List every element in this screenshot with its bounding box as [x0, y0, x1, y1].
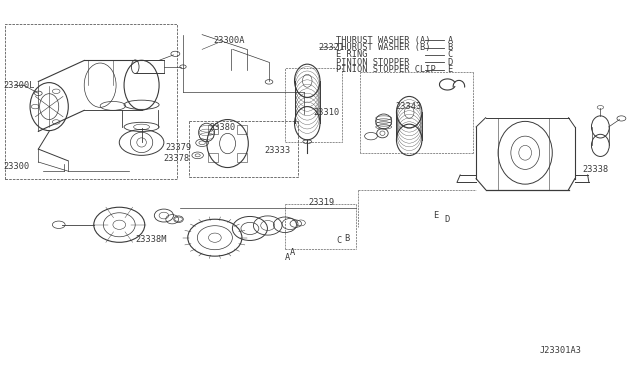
Text: 23319: 23319 — [308, 198, 335, 207]
Bar — [208, 125, 218, 134]
Bar — [208, 154, 218, 162]
Bar — [237, 125, 247, 134]
Text: 23300: 23300 — [3, 162, 29, 171]
Text: J23301A3: J23301A3 — [540, 346, 582, 355]
Bar — [4, 23, 177, 179]
Text: D: D — [447, 58, 452, 67]
Text: 23338: 23338 — [582, 165, 609, 174]
Text: D: D — [444, 215, 449, 224]
Text: 23310: 23310 — [314, 108, 340, 117]
Text: THURUST WASHER (B): THURUST WASHER (B) — [336, 43, 431, 52]
Text: THURUST WASHER (A): THURUST WASHER (A) — [336, 36, 431, 45]
Text: C: C — [336, 236, 341, 245]
Text: B: B — [447, 43, 452, 52]
Text: PINION STOPPER CLIP: PINION STOPPER CLIP — [336, 65, 436, 74]
Text: 23380: 23380 — [210, 123, 236, 132]
Text: 23338M: 23338M — [135, 235, 166, 244]
Text: 23379: 23379 — [165, 143, 191, 152]
Text: 23321: 23321 — [319, 43, 345, 52]
Text: A: A — [290, 248, 295, 257]
Text: 23378: 23378 — [163, 154, 189, 163]
Bar — [285, 68, 342, 142]
Text: PINION STOPPER: PINION STOPPER — [336, 58, 410, 67]
Text: E: E — [447, 65, 452, 74]
Text: 23333: 23333 — [264, 147, 290, 155]
Text: E: E — [433, 211, 438, 220]
Bar — [237, 154, 247, 162]
Text: C: C — [447, 51, 452, 60]
Text: A: A — [285, 253, 290, 262]
Text: B: B — [344, 234, 349, 243]
Text: 23343: 23343 — [395, 102, 422, 111]
Text: 23300A: 23300A — [214, 36, 245, 45]
Text: 23300L: 23300L — [3, 81, 35, 90]
Text: A: A — [447, 36, 452, 45]
Text: E RING: E RING — [336, 51, 367, 60]
